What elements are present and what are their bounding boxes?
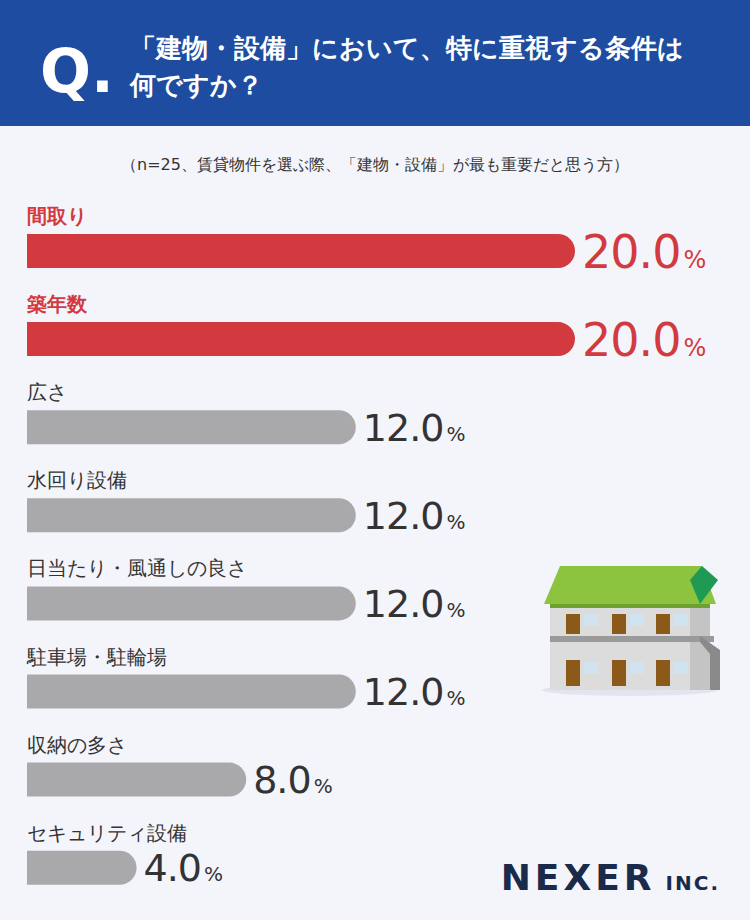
bar [27, 410, 356, 444]
house-door [656, 614, 670, 634]
value-label: 20.0% [582, 313, 706, 367]
house-window [674, 614, 688, 626]
value-unit: % [446, 510, 465, 534]
value-label: 12.0% [363, 494, 466, 538]
value-number: 12.0 [363, 670, 444, 714]
value-number: 8.0 [253, 758, 310, 802]
house-door [566, 614, 580, 634]
value-unit: % [683, 334, 706, 362]
value-label: 4.0% [144, 846, 223, 890]
value-number: 4.0 [144, 846, 201, 890]
value-unit: % [204, 862, 223, 886]
subtitle: （n=25、賃貸物件を選ぶ際、「建物・設備」が最も重要だと思う方） [121, 155, 629, 174]
house-icon [542, 566, 720, 696]
house-door [566, 660, 580, 686]
house-stairs [700, 636, 720, 690]
bar [27, 234, 575, 268]
bar [27, 322, 575, 356]
value-number: 20.0 [582, 225, 680, 279]
house-window [630, 662, 644, 674]
house-door [612, 614, 626, 634]
value-number: 12.0 [363, 494, 444, 538]
bar [27, 675, 356, 709]
value-unit: % [314, 774, 333, 798]
background [0, 0, 750, 920]
house-window [674, 662, 688, 674]
category-label: 日当たり・風通しの良さ [27, 556, 247, 580]
bar [27, 586, 356, 620]
house-eave [550, 604, 710, 608]
value-label: 12.0% [363, 406, 466, 450]
bar [27, 498, 356, 532]
value-label: 20.0% [582, 225, 706, 279]
value-number: 12.0 [363, 406, 444, 450]
house-door [612, 660, 626, 686]
category-label: 築年数 [26, 292, 88, 316]
house-roof-side [690, 566, 718, 604]
brand-sub: INC. [666, 871, 720, 895]
page: Q. （n=25、賃貸物件を選ぶ際、「建物・設備」が最も重要だと思う方） 間取り 20… [0, 0, 750, 920]
value-unit: % [446, 686, 465, 710]
bar [27, 763, 246, 797]
house-roof [544, 566, 716, 604]
house-wall [550, 600, 710, 690]
house-door [656, 660, 670, 686]
house-window [584, 662, 598, 674]
category-label: 駐車場・駐輪場 [26, 645, 167, 669]
header-band [0, 0, 750, 126]
bar [27, 851, 137, 885]
brand-main: NEXER [501, 857, 656, 898]
category-label: 広さ [27, 380, 67, 404]
labels: 間取り 20.0% 築年数 20.0% 広さ 12.0% 水回り設備 12.0% 日当たり・風通… [26, 204, 706, 890]
house-window [630, 614, 644, 626]
value-unit: % [446, 422, 465, 446]
category-label: 水回り設備 [27, 468, 127, 492]
category-label: 間取り [27, 204, 87, 228]
value-label: 12.0% [363, 582, 466, 626]
brand: NEXER INC. [501, 857, 720, 898]
title: 「建物・設備」において、特に重視する条件は何ですか？ [130, 30, 690, 104]
chart-canvas: Q. （n=25、賃貸物件を選ぶ際、「建物・設備」が最も重要だと思う方） 間取り 20… [0, 0, 750, 920]
category-label: セキュリティ設備 [27, 821, 187, 845]
value-label: 8.0% [253, 758, 332, 802]
bars [27, 234, 575, 885]
value-unit: % [683, 246, 706, 274]
value-unit: % [446, 598, 465, 622]
house-window [584, 614, 598, 626]
question-mark-label: Q. [40, 36, 114, 106]
house-balcony [550, 636, 714, 642]
value-number: 12.0 [363, 582, 444, 626]
category-label: 収納の多さ [27, 733, 127, 757]
value-number: 20.0 [582, 313, 680, 367]
value-label: 12.0% [363, 670, 466, 714]
